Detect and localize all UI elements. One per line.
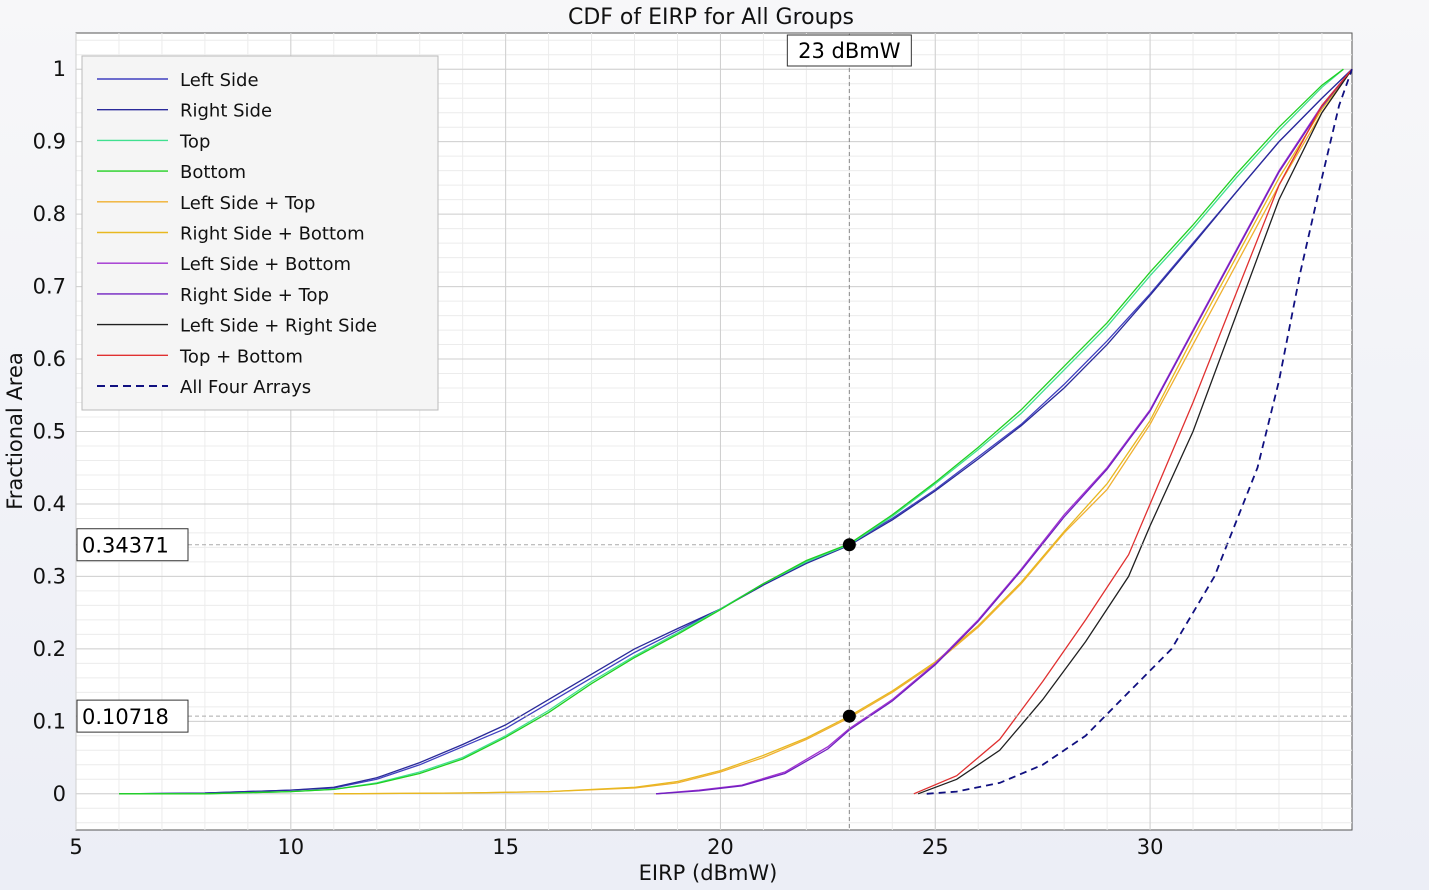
vline-label: 23 dBmW	[798, 39, 901, 63]
y-tick-label: 1	[53, 57, 66, 81]
y-axis-label: Fractional Area	[3, 352, 27, 510]
series-line-3	[119, 68, 1344, 795]
series-line-6	[655, 68, 1353, 795]
marker-point-1	[842, 709, 856, 723]
vline-label-box	[786, 34, 912, 67]
legend-label-1: Right Side	[180, 101, 272, 122]
legend-label-10: All Four Arrays	[180, 377, 311, 398]
series-layer	[118, 68, 1353, 795]
x-tick-label: 25	[922, 835, 949, 859]
x-tick-label: 20	[707, 835, 734, 859]
legend: Left Side Right Side Top Bottom Left Side + …	[81, 55, 439, 411]
series-line-10	[926, 68, 1353, 795]
x-tick-label: 5	[69, 835, 82, 859]
legend-label-5: Right Side + Bottom	[180, 224, 365, 245]
y-tick-label: 0.7	[33, 275, 66, 299]
legend-label-8: Left Side + Right Side	[180, 316, 377, 337]
y-tick-label: 0.6	[33, 347, 66, 371]
y-tick-label: 0.1	[33, 709, 66, 733]
y-tick-label: 0.4	[33, 492, 66, 516]
x-tick-label: 10	[277, 835, 304, 859]
annotation-layer: 23 dBmW 0.34371 0.10718	[76, 33, 1352, 830]
tick-labels: 5 10 15 20 25 30 0 0.1 0.2 0.3 0.4 0.5 0.6 0.7 0.8 0.9 1	[33, 57, 1164, 859]
series-line-5	[333, 68, 1353, 795]
y-tick-label: 0	[53, 782, 66, 806]
hline-label-0: 0.34371	[82, 534, 169, 558]
series-line-9	[913, 68, 1353, 795]
y-tick-label: 0.9	[33, 130, 66, 154]
legend-label-9: Top + Bottom	[179, 346, 303, 367]
legend-label-7: Right Side + Top	[180, 285, 329, 306]
hline-label-box-0	[76, 528, 189, 562]
series-line-7	[655, 68, 1353, 795]
y-tick-label: 0.5	[33, 420, 66, 444]
legend-label-4: Left Side + Top	[180, 193, 315, 214]
x-tick-label: 30	[1137, 835, 1164, 859]
y-tick-label: 0.2	[33, 637, 66, 661]
legend-label-2: Top	[179, 131, 210, 152]
legend-label-6: Left Side + Bottom	[180, 254, 351, 275]
hline-label-1: 0.10718	[82, 705, 169, 729]
x-axis-label: EIRP (dBmW)	[639, 861, 778, 885]
hline-label-box-1	[76, 699, 189, 733]
marker-point-0	[842, 538, 856, 552]
x-tick-label: 15	[492, 835, 519, 859]
series-line-1	[118, 68, 1353, 795]
legend-label-0: Left Side	[180, 70, 259, 91]
y-tick-label: 0.8	[33, 202, 66, 226]
chart-title: CDF of EIRP for All Groups	[568, 5, 854, 30]
y-tick-label: 0.3	[33, 564, 66, 588]
series-line-8	[917, 68, 1353, 795]
legend-label-3: Bottom	[180, 162, 246, 183]
